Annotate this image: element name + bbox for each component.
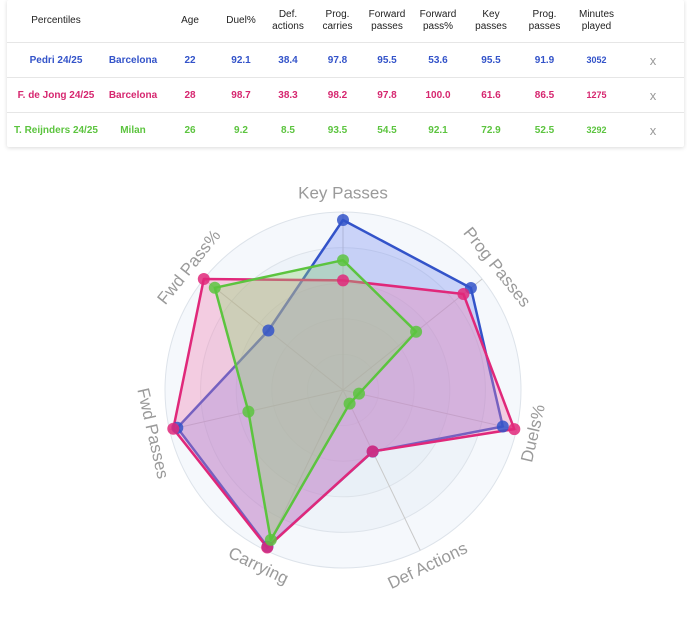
cell-fwd_pct: 53.6 [412,42,464,78]
header-minutes: Minutes played [571,0,622,43]
cell-team: Barcelona [105,77,161,113]
header-text: Duel% [226,15,256,26]
comparison-table: Percentiles Age Duel% Def. actions Prog. carri… [7,0,684,147]
header-text: Percentiles [31,15,81,26]
data-point [167,422,180,435]
header-prog_carries: Prog. carries [313,0,362,43]
data-point [262,324,275,337]
header-duel: Duel% [219,0,263,43]
header-age: Age [161,0,219,43]
cell-minutes: 1275 [571,77,622,113]
cell-fwd_pct: 100.0 [412,77,464,113]
header-text: pass% [422,21,453,32]
cell-key_passes: 72.9 [464,112,518,147]
header-text: Prog. [325,9,350,20]
cell-team: Barcelona [105,42,161,78]
header-text: passes [528,21,561,32]
data-point [410,325,423,338]
header-remove [622,0,684,43]
table-row: T. Reijnders 24/25 Milan 26 9.2 8.5 93.5 54.5 9… [7,112,684,147]
cell-prog_passes: 91.9 [518,42,571,78]
header-prog_passes: Prog. passes [518,0,571,43]
table-row: F. de Jong 24/25 Barcelona 28 98.7 38.3 98.2 9… [7,77,684,113]
remove-row-button[interactable]: x [622,42,684,78]
data-point [264,533,277,546]
table-header-row: Percentiles Age Duel% Def. actions Prog. carri… [7,0,684,43]
axis-label: Duels% [517,403,549,464]
cell-prog_carries: 98.2 [313,77,362,113]
header-text: passes [475,21,507,32]
cell-prog_passes: 86.5 [518,77,571,113]
data-point [208,281,221,294]
cell-prog_carries: 93.5 [313,112,362,147]
header-text: passes [371,21,403,32]
axis-label: Key Passes [298,183,388,202]
header-text: actions [272,21,304,32]
cell-fwd_passes: 95.5 [362,42,412,78]
header-text: Minutes [578,9,614,20]
cell-prog_passes: 52.5 [518,112,571,147]
cell-name: F. de Jong 24/25 [7,77,105,113]
cell-fwd_pct: 92.1 [412,112,464,147]
cell-age: 22 [161,42,219,78]
data-point [337,254,349,267]
data-point [496,420,509,433]
cell-def: 38.4 [263,42,313,78]
cell-duel: 9.2 [219,112,263,147]
header-key_passes: Key passes [464,0,518,43]
header-text: Def. [278,9,298,20]
cell-def: 8.5 [263,112,313,147]
data-point [343,397,356,410]
cell-fwd_passes: 97.8 [362,77,412,113]
remove-row-button[interactable]: x [622,112,684,147]
radar-spoke [342,389,421,551]
data-point [197,273,210,285]
remove-row-button[interactable]: x [622,77,684,113]
data-point [242,405,255,418]
data-point [508,423,521,436]
cell-team: Milan [105,112,161,147]
header-text: carries [322,21,353,32]
cell-def: 38.3 [263,77,313,113]
data-point [337,214,349,226]
header-text: Prog. [532,9,557,20]
header-team [105,0,161,43]
data-point [353,387,365,400]
cell-duel: 92.1 [219,42,263,78]
header-text: Key [482,9,500,20]
cell-key_passes: 95.5 [464,42,518,78]
radar-spoke [203,278,344,391]
radar-spoke [169,389,344,431]
data-point [337,274,349,287]
cell-duel: 98.7 [219,77,263,113]
table-body: Pedri 24/25 Barcelona 22 92.1 38.4 97.8 95.5 53… [7,42,684,147]
cell-prog_carries: 97.8 [313,42,362,78]
cell-fwd_passes: 54.5 [362,112,412,147]
cell-minutes: 3292 [571,112,622,147]
data-point [457,288,470,300]
header-text: Forward [368,9,406,20]
radar-spoke [265,389,344,551]
header-fwd_passes: Forward passes [362,0,412,43]
radar-spoke [342,389,517,431]
table-row: Pedri 24/25 Barcelona 22 92.1 38.4 97.8 95.5 53… [7,42,684,78]
cell-key_passes: 61.6 [464,77,518,113]
cell-name: T. Reijnders 24/25 [7,112,105,147]
cell-minutes: 3052 [571,42,622,78]
header-text: Forward [419,9,457,20]
header-def: Def. actions [263,0,313,43]
cell-age: 28 [161,77,219,113]
header-name: Percentiles [7,0,105,43]
radar-chart: Key Passes Prog Passes Duels% Def Actions Ca… [0,150,687,618]
cell-age: 26 [161,112,219,147]
cell-name: Pedri 24/25 [7,42,105,78]
header-text: played [581,21,612,32]
header-fwd_pct: Forward pass% [412,0,464,43]
data-point [366,445,379,458]
header-text: Age [181,15,199,26]
